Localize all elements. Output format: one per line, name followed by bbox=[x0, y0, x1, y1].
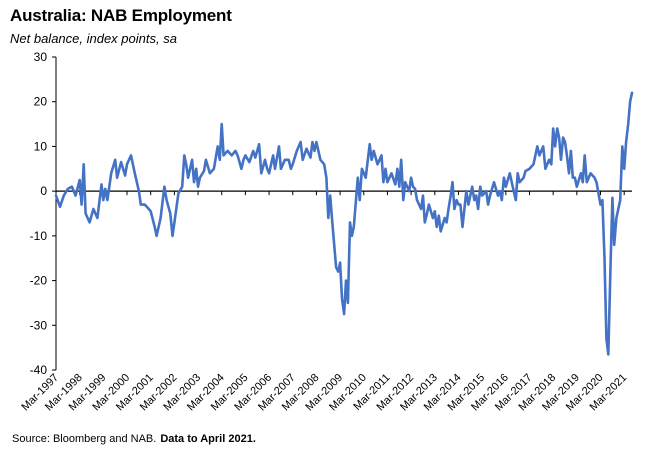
y-tick-label: -20 bbox=[30, 274, 48, 288]
y-tick-label: 20 bbox=[34, 95, 48, 109]
series-line bbox=[54, 91, 634, 356]
chart-subtitle: Net balance, index points, sa bbox=[10, 31, 177, 46]
x-axis: Mar-1997Mar-1998Mar-1999Mar-2000Mar-2001… bbox=[19, 190, 632, 413]
series-group bbox=[54, 91, 634, 356]
y-tick-label: 30 bbox=[34, 50, 48, 64]
source-note: Source: Bloomberg and NAB. Data to April … bbox=[12, 433, 256, 445]
y-axis: 30 20 10 0 -10 -20 -30 -40 bbox=[30, 50, 57, 377]
y-tick-label: -30 bbox=[30, 318, 48, 332]
chart-title: Australia: NAB Employment bbox=[10, 6, 232, 25]
y-tick-label: -10 bbox=[30, 229, 48, 243]
source-text: Source: Bloomberg and NAB. bbox=[12, 433, 157, 445]
y-tick-label: 10 bbox=[34, 139, 48, 153]
y-tick-label: -40 bbox=[30, 363, 48, 377]
data-note: Data to April 2021. bbox=[160, 433, 256, 445]
y-tick-label: 0 bbox=[40, 184, 47, 198]
